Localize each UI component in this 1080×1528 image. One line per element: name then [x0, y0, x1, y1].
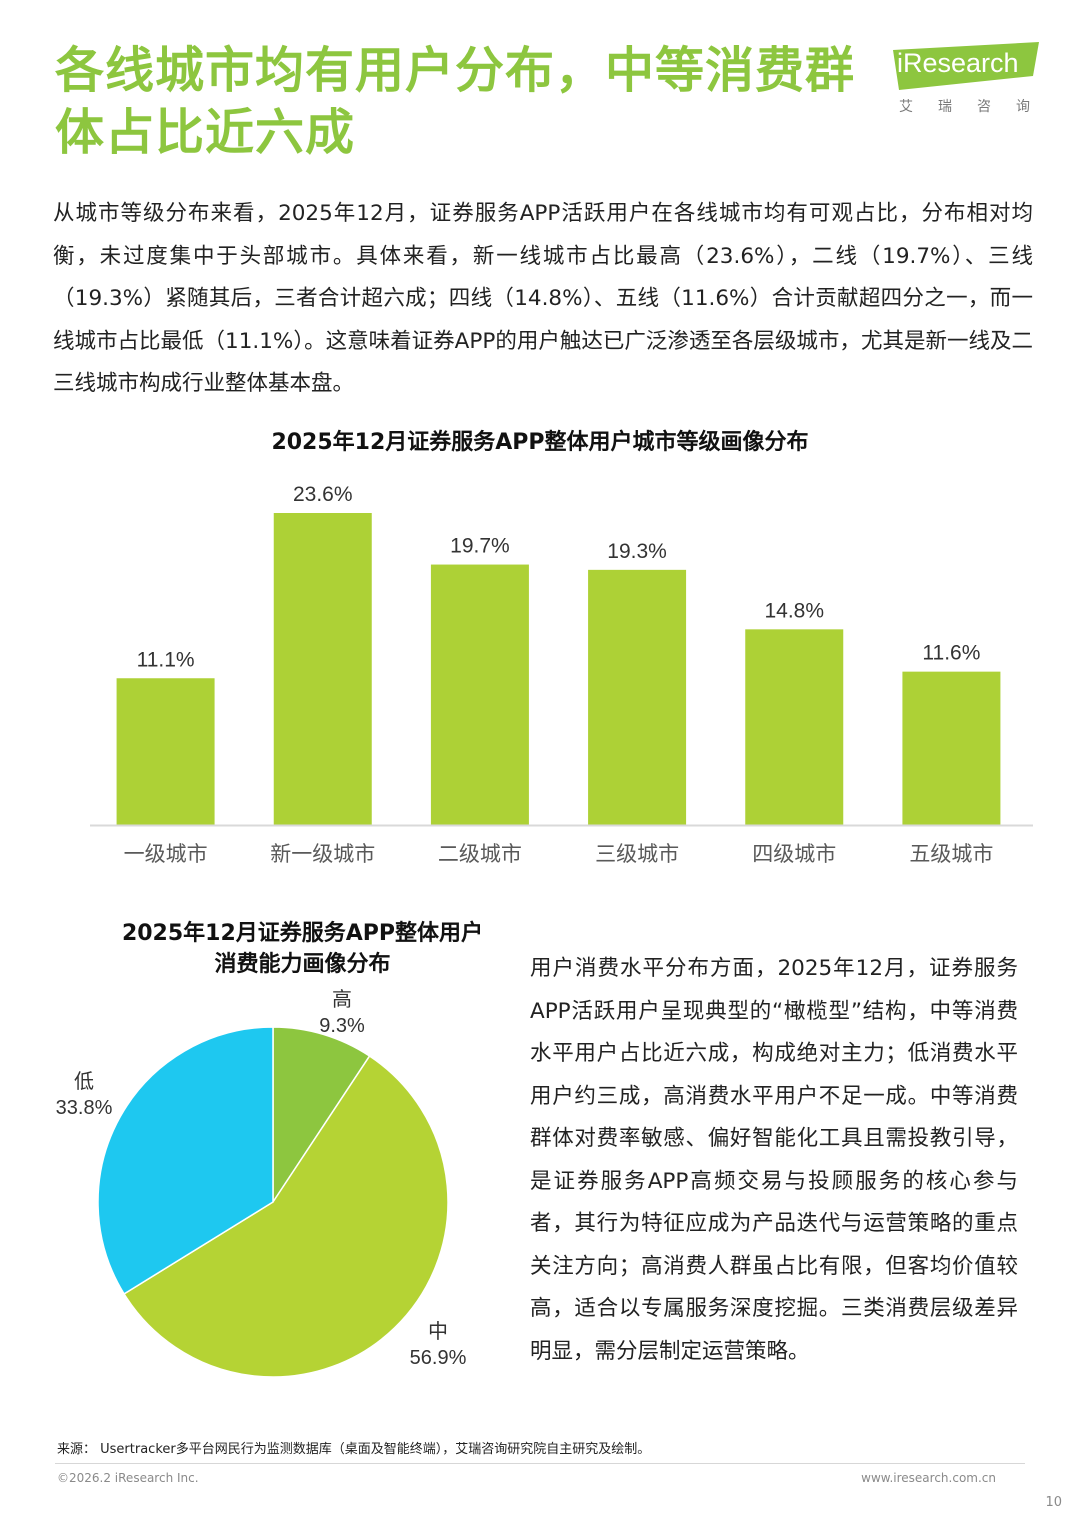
- bar-value-label: 14.8%: [764, 599, 824, 622]
- bar-value-label: 11.6%: [922, 642, 980, 665]
- pie-slice-中: [123, 1054, 449, 1378]
- pie-chart-title: 2025年12月证券服务APP整体用户 消费能力画像分布: [100, 918, 505, 980]
- x-tick-label: 五级城市: [909, 842, 993, 866]
- pie-title-line-2: 消费能力画像分布: [214, 952, 391, 977]
- bar-chart-title: 2025年12月证券服务APP整体用户城市等级画像分布: [271, 430, 809, 455]
- page-title: 各线城市均有用户分布，中等消费群体占比近六成: [55, 42, 856, 161]
- pie-slice-label: 中: [428, 1319, 448, 1343]
- city-tier-bar-chart: 11.1% 一级城市 23.6% 新一级城市 19.7% 二级城市 19.3% 三级城市 14.…: [90, 483, 1033, 866]
- bar-二级城市: [430, 564, 529, 825]
- pie-slice-value: 56.9%: [410, 1347, 467, 1369]
- pie-slice-value: 9.3%: [319, 1015, 365, 1037]
- bar-新一级城市: [273, 513, 372, 825]
- logo-chinese-name: 艾瑞咨询: [899, 99, 1055, 115]
- bar-五级城市: [902, 671, 1001, 825]
- bar-value-label: 11.1%: [137, 648, 195, 671]
- iresearch-logo: iResearch 艾瑞咨询: [893, 42, 1043, 122]
- consumption-analysis-paragraph: 用户消费水平分布方面，2025年12月，证券服务APP活跃用户呈现典型的“橄榄型…: [530, 956, 1018, 1364]
- pie-slice-高: [272, 1026, 371, 1205]
- pie-slice-低: [97, 1026, 274, 1295]
- pie-slice-value: 33.8%: [56, 1097, 113, 1119]
- bar-value-label: 19.7%: [450, 535, 510, 558]
- copyright: ©2026.2 iResearch Inc.: [57, 1471, 199, 1485]
- logo-wordmark: iResearch: [897, 48, 1019, 78]
- intro-paragraph: 从城市等级分布来看，2025年12月，证券服务APP活跃用户在各线城市均有可观占…: [53, 201, 1033, 396]
- bar-一级城市: [116, 678, 215, 825]
- pie-slice-label: 高: [332, 987, 352, 1011]
- bar-四级城市: [745, 629, 844, 825]
- page-number: 10: [1045, 1495, 1062, 1510]
- bar-value-label: 23.6%: [293, 483, 353, 506]
- x-tick-label: 四级城市: [752, 842, 836, 866]
- logo-tag-shape: [893, 42, 1039, 90]
- footer-divider: [55, 1463, 1025, 1464]
- bar-value-label: 19.3%: [607, 540, 667, 563]
- consumption-pie-chart: 高 9.3% 中 56.9% 低 33.8%: [56, 987, 467, 1378]
- bar-三级城市: [588, 569, 687, 825]
- x-tick-label: 一级城市: [124, 842, 208, 866]
- website-link[interactable]: www.iresearch.com.cn: [861, 1471, 996, 1485]
- x-tick-label: 二级城市: [438, 842, 522, 866]
- source-note: 来源： Usertracker多平台网民行为监测数据库（桌面及智能终端），艾瑞咨…: [57, 1442, 651, 1457]
- x-tick-label: 三级城市: [595, 842, 679, 866]
- pie-title-line-1: 2025年12月证券服务APP整体用户: [121, 921, 484, 946]
- pie-slice-label: 低: [74, 1069, 94, 1093]
- x-tick-label: 新一级城市: [270, 842, 375, 866]
